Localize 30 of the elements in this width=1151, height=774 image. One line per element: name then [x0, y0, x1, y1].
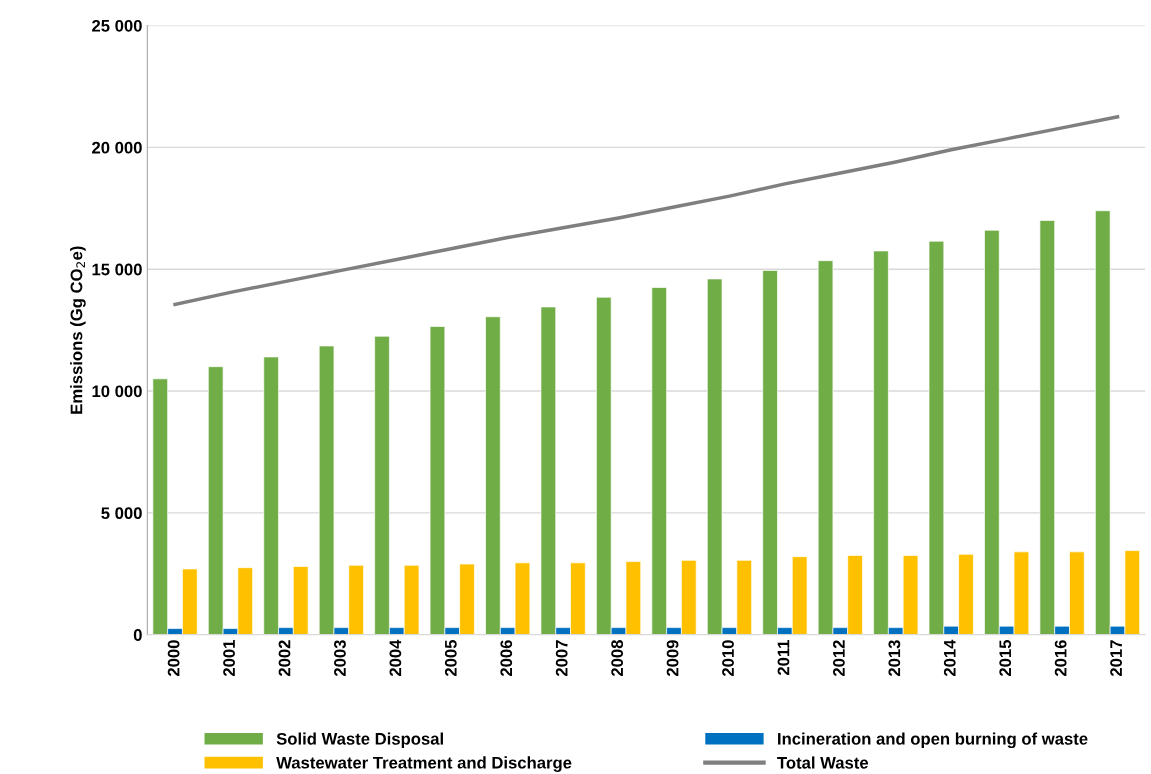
x-tick-label: 2003 [334, 640, 346, 677]
y-tick-label: 15 000 [92, 263, 142, 276]
legend-label: Incineration and open burning of waste [778, 732, 1088, 749]
legend-label: Wastewater Treatment and Discharge [276, 756, 572, 772]
y-tick-label: 5 000 [101, 507, 142, 520]
line-series [173, 115, 1120, 307]
x-tick-label: 2002 [278, 640, 291, 677]
x-tick-label: 2013 [888, 640, 901, 677]
x-tick-label: 2017 [1110, 640, 1122, 677]
legend-label: Solid Waste Disposal [276, 732, 443, 749]
x-tick-label: 2010 [722, 640, 734, 677]
x-tick-label: 2015 [999, 640, 1012, 677]
x-tick-label: 2006 [500, 640, 513, 677]
x-tick-label: 2001 [223, 640, 235, 677]
x-tick-label: 2004 [389, 639, 402, 677]
x-tick-label: 2000 [167, 640, 180, 677]
x-tick-label: 2012 [833, 640, 845, 677]
y-tick-label: 0 [133, 629, 142, 641]
y-axis-title: Emissions (Gg CO$_{2}$e) [70, 246, 86, 414]
legend-label: Total Waste [777, 756, 869, 769]
x-tick-label: 2007 [555, 640, 568, 677]
x-tick-label: 2009 [666, 640, 679, 677]
x-tick-label: 2016 [1054, 640, 1067, 677]
y-tick-label: 25 000 [92, 19, 142, 32]
x-tick-label: 2005 [444, 640, 457, 677]
x-tick-label: 2011 [777, 640, 790, 676]
y-tick-label: 20 000 [92, 141, 142, 154]
x-tick-label: 2008 [611, 640, 624, 677]
y-tick-label: 10 000 [92, 385, 142, 398]
x-tick-label: 2014 [943, 639, 956, 677]
